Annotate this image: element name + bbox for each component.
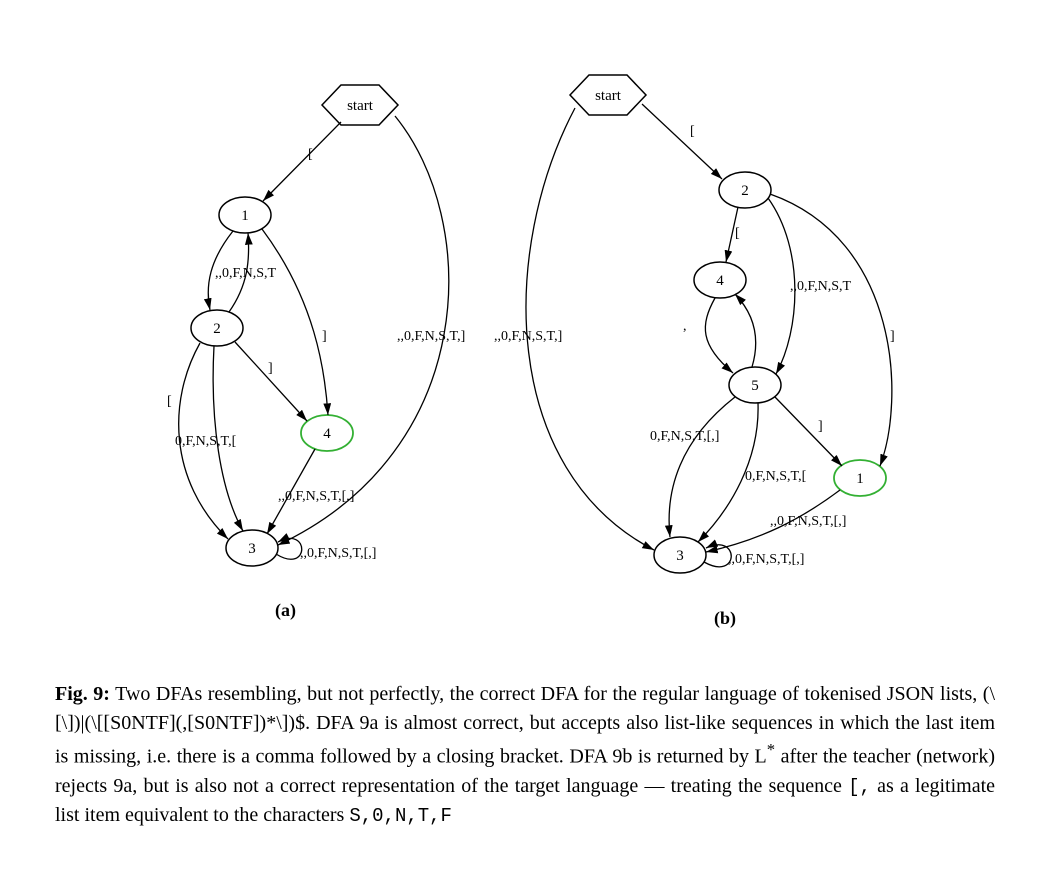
figure-caption: Fig. 9: Two DFAs resembling, but not per…: [55, 680, 995, 831]
node-a-1-label: 1: [241, 208, 249, 224]
dfa-svg: start 1 2 4 3 [ ,,0,F,N,S,T,] ,,0,F,N,S,…: [0, 0, 1042, 640]
node-a-2-label: 2: [213, 321, 221, 337]
start-label-a: start: [347, 98, 374, 114]
node-a-4-label: 4: [323, 426, 331, 442]
edge-a-1-2-label: ,,0,F,N,S,T: [215, 266, 277, 281]
edge-a-2-3-label: 0,F,N,S,T,[: [175, 434, 237, 449]
caption-seq1: [,: [848, 776, 871, 798]
lstar-superscript: *: [767, 740, 775, 759]
edge-a-2-4: [235, 342, 307, 421]
edge-b-4-5-label: ,: [683, 319, 687, 334]
edge-a-2-4-label: ]: [268, 361, 273, 376]
subcaption-b: (b): [714, 608, 736, 629]
edge-b-2-1: [770, 194, 892, 466]
edge-b-start-2: [642, 104, 722, 179]
figure-label: Fig. 9:: [55, 683, 110, 705]
edge-b-2-4-label: [: [735, 226, 740, 241]
edge-a-start-1: [263, 122, 341, 201]
edge-b-3-self-label: ,,0,F,N,S,T,[,]: [728, 552, 804, 567]
edge-b-1-3-label: ,,0,F,N,S,T,[,]: [770, 514, 846, 529]
node-b-5-label: 5: [751, 378, 759, 394]
node-b-4-label: 4: [716, 273, 724, 289]
start-label-b: start: [595, 88, 622, 104]
edge-a-1-4-label: ]: [322, 329, 327, 344]
edge-a-2-3-left-label: [: [167, 394, 172, 409]
edge-a-3-self-label: ,,0,F,N,S,T,[,]: [300, 546, 376, 561]
edge-b-4-5: [705, 298, 733, 373]
edge-a-start-3-label: ,,0,F,N,S,T,]: [397, 329, 465, 344]
edge-b-start-2-label: [: [690, 124, 695, 139]
figure-page: start 1 2 4 3 [ ,,0,F,N,S,T,] ,,0,F,N,S,…: [0, 0, 1042, 874]
edge-a-1-4: [262, 229, 328, 415]
edge-b-5-3b-label: 0,F,N,S,T,[: [745, 469, 807, 484]
node-b-1-label: 1: [856, 471, 864, 487]
edge-b-5-1: [775, 397, 842, 466]
node-b-3-label: 3: [676, 548, 684, 564]
edge-b-2-5-label: ,,0,F,N,S,T: [790, 279, 852, 294]
caption-part-1: Two DFAs resembling, but not perfectly, …: [110, 683, 983, 705]
edge-b-start-3-label: ,,0,F,N,S,T,]: [494, 329, 562, 344]
edge-a-start-1-label: [: [308, 147, 313, 162]
edge-b-5-1-label: ]: [818, 419, 823, 434]
node-a-3-label: 3: [248, 541, 256, 557]
dfa-diagrams: start 1 2 4 3 [ ,,0,F,N,S,T,] ,,0,F,N,S,…: [0, 0, 1042, 640]
edge-b-2-1-label: ]: [890, 329, 895, 344]
caption-seq2: S,0,N,T,F: [349, 805, 452, 827]
node-b-2-label: 2: [741, 183, 749, 199]
edge-b-5-3a: [669, 397, 735, 537]
edge-a-4-3-label: ,,0,F,N,S,T,[,]: [278, 489, 354, 504]
edge-a-3-self: [276, 538, 302, 559]
edge-b-5-3a-label: 0,F,N,S,T,[,]: [650, 429, 719, 444]
subcaption-a: (a): [275, 600, 296, 621]
edge-b-5-4: [735, 294, 756, 367]
